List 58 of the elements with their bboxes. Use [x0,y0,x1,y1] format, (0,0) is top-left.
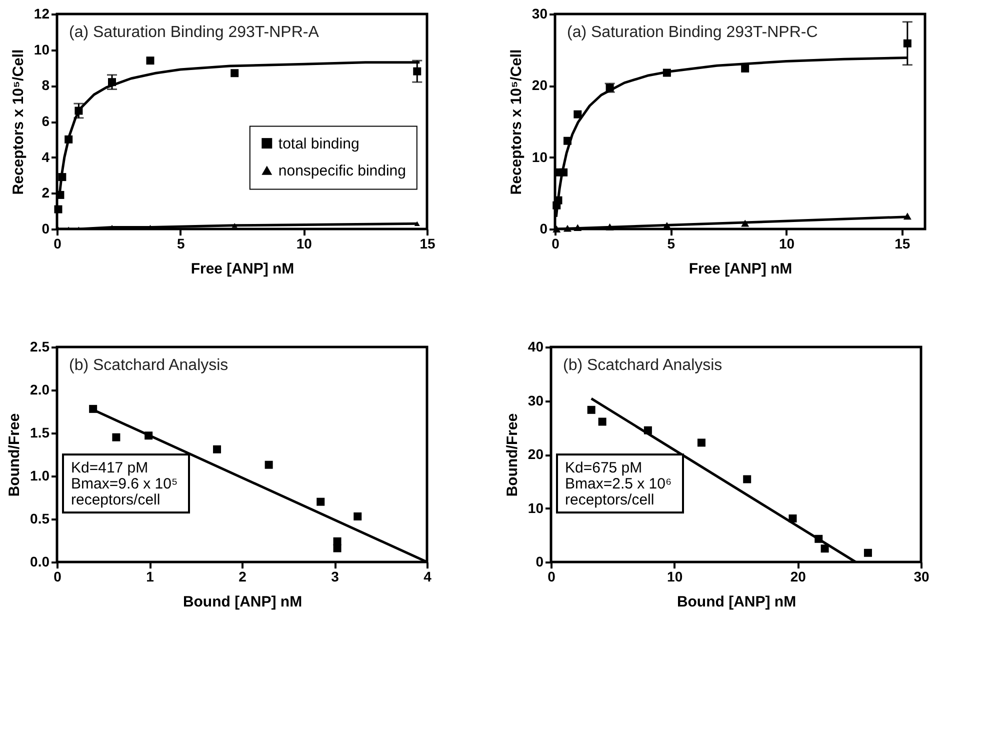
x-tick-label: 0 [54,568,62,584]
y-tick-label: 8 [42,77,50,94]
y-tick-label: 2.5 [30,338,50,354]
y-tick-label: 0 [536,554,544,570]
y-tick-label: 10 [532,148,548,165]
x-axis-title: Bound [ANP] nM [676,594,796,610]
y-axis-title: Bound/Free [6,413,24,497]
x-tick-label: 1 [146,568,154,584]
x-tick-label: 20 [790,568,806,584]
x-tick-label: 10 [778,236,795,252]
x-axis-title: Free [ANP] nM [688,260,792,278]
y-tick-label: 0.5 [30,510,50,526]
legend-label: total binding [278,135,360,152]
x-axis-title: Free [ANP] nM [190,260,294,278]
y-tick-label: 10 [528,500,544,516]
text: (b) Scatchard Analysis [563,357,722,374]
x-tick-label: 5 [667,236,676,252]
y-tick-label: 30 [528,392,544,408]
x-tick-label: 10 [296,236,312,252]
y-tick-label: 1.0 [30,468,50,484]
annotation: receptors/cell [565,492,654,508]
text: (a) Saturation Binding 293T-NPR-C [567,24,818,41]
annotation: Bmax=2.5 x 10⁶ [565,476,672,492]
y-axis-title: Receptors x 10⁵/Cell [508,49,525,195]
y-axis-title: Receptors x 10⁵/Cell [10,49,27,195]
y-tick-label: 4 [42,148,50,165]
annotation: Kd=675 pM [565,460,642,476]
y-tick-label: 0 [42,220,50,236]
x-tick-label: 15 [420,236,436,252]
y-axis-title: Bound/Free [504,413,521,497]
annotation: Kd=417 pM [71,460,148,476]
annotation: Bmax=9.6 x 10⁵ [71,476,178,492]
x-tick-label: 30 [914,568,930,584]
x-tick-label: 0 [54,236,62,252]
y-tick-label: 40 [528,338,544,354]
y-tick-label: 2.0 [30,382,50,398]
y-tick-label: 20 [532,77,548,94]
x-tick-label: 15 [894,236,910,252]
text: (b) Scatchard Analysis [69,357,228,374]
y-tick-label: 0.0 [30,554,50,570]
y-tick-label: 10 [34,41,50,58]
y-tick-label: 6 [42,113,50,129]
y-tick-label: 2 [42,184,50,201]
x-tick-label: 2 [238,568,247,584]
x-tick-label: 3 [331,568,340,584]
legend-label: nonspecific binding [278,162,406,180]
x-tick-label: 10 [667,568,683,584]
x-tick-label: 5 [176,236,185,252]
x-axis-title: Bound [ANP] nM [182,594,302,610]
y-tick-label: 30 [532,6,548,22]
x-tick-label: 4 [424,568,432,584]
text: (a) Saturation Binding 293T-NPR-A [69,24,320,41]
y-tick-label: 0 [540,220,548,236]
annotation: receptors/cell [71,492,160,508]
x-tick-label: 0 [552,236,560,252]
y-tick-label: 20 [528,446,544,462]
y-tick-label: 12 [34,6,50,22]
y-tick-label: 1.5 [30,424,50,440]
